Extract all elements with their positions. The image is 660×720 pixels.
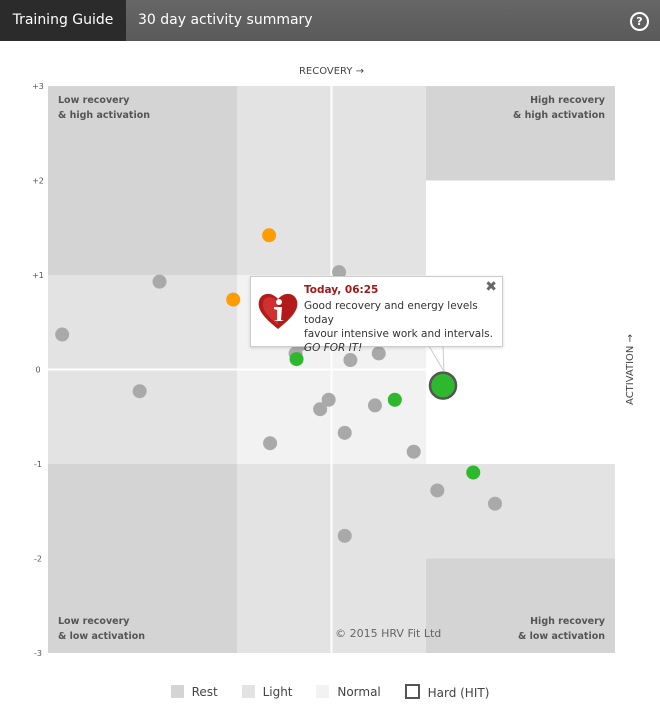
legend-label-rest: Rest	[191, 685, 218, 699]
axis-ticks: -3 -2 -1 0 +1 +2 +3 +3 +2 +1 0 -1 -2 -3	[32, 82, 621, 661]
tab-training-guide[interactable]: Training Guide	[0, 0, 126, 41]
heart-info-icon	[258, 293, 298, 329]
y-tick-label: +2	[32, 177, 44, 186]
data-point-gray	[132, 384, 147, 399]
data-point-orange	[226, 292, 241, 307]
data-point-gray	[313, 402, 328, 417]
legend-item-hard: Hard (HIT)	[404, 684, 490, 700]
data-point-green	[466, 465, 481, 480]
x-tick-label: +2	[515, 660, 527, 661]
legend-label-light: Light	[262, 685, 293, 699]
data-point-gray	[332, 265, 347, 280]
data-point-gray	[430, 483, 445, 498]
quadrant-label-bottom-right: & low activation	[518, 631, 605, 642]
data-point-orange	[262, 228, 277, 243]
legend-swatch-light	[241, 685, 255, 698]
quadrant-label-bottom-right: High recovery	[530, 616, 606, 627]
x-tick-label: +3	[609, 660, 621, 661]
training-chart: -3 -2 -1 0 +1 +2 +3 +3 +2 +1 0 -1 -2 -3 Low recovery &…	[32, 66, 636, 661]
legend-swatch-rest	[170, 685, 184, 698]
quadrant-label-top-right: High recovery	[530, 95, 606, 106]
data-point-gray	[152, 274, 167, 289]
y-tick-label: +1	[32, 271, 44, 280]
quadrant-label-bottom-left: & low activation	[58, 631, 145, 642]
y-tick-label: -3	[34, 649, 42, 658]
legend-item-normal: Normal	[316, 685, 381, 699]
legend-swatch-normal	[316, 685, 330, 698]
x-tick-label: -2	[139, 660, 147, 661]
data-point-gray	[406, 444, 421, 459]
x-tick-label: -3	[44, 660, 52, 661]
data-point-green	[289, 352, 304, 367]
chart-legend: Rest Light Normal Hard (HIT)	[0, 684, 660, 704]
data-point-gray	[263, 436, 278, 451]
chart-axes	[48, 86, 615, 653]
today-tooltip: Today, 06:25 Good recovery and energy le…	[250, 276, 503, 354]
tooltip-line-3: GO FOR IT!	[304, 342, 363, 354]
help-circle-icon[interactable]: ?	[630, 12, 649, 31]
data-point-gray	[487, 496, 502, 511]
x-tick-label: -1	[233, 660, 241, 661]
tooltip-message: Good recovery and energy levels today fa…	[304, 299, 500, 355]
y-axis-label: ACTIVATION →	[625, 334, 636, 405]
data-point-gray	[321, 392, 336, 407]
y-tick-label: -1	[34, 460, 42, 469]
tooltip-close-button[interactable]: ✖	[485, 279, 497, 295]
zone-rest-4	[426, 86, 615, 181]
tooltip-line-1: Good recovery and energy levels today	[304, 300, 478, 326]
data-point-gray	[367, 398, 382, 413]
zone-light-14	[426, 464, 615, 559]
x-axis-label: RECOVERY →	[299, 66, 364, 77]
x-tick-label: +1	[420, 660, 432, 661]
copyright-text: © 2015 HRV Fit Ltd	[335, 627, 441, 640]
tooltip-title: Today, 06:25	[304, 284, 379, 296]
tooltip-line-2: favour intensive work and intervals.	[304, 328, 493, 340]
y-tick-label: -2	[34, 555, 42, 564]
data-points	[55, 228, 502, 543]
data-point-gray	[337, 425, 352, 440]
quadrant-label-bottom-left: Low recovery	[58, 616, 130, 627]
y-tick-label: 0	[35, 366, 40, 375]
data-point-today	[428, 371, 458, 400]
legend-label-normal: Normal	[337, 685, 381, 699]
data-point-gray	[337, 528, 352, 543]
quadrant-labels: Low recovery & high activation High recove…	[58, 95, 606, 642]
x-tick-label: 0	[329, 660, 334, 661]
quadrant-label-top-left: Low recovery	[58, 95, 130, 106]
data-point-gray	[343, 353, 358, 368]
quadrant-label-top-right: & high activation	[513, 110, 605, 121]
data-point-green	[387, 392, 402, 407]
quadrant-label-top-left: & high activation	[58, 110, 150, 121]
legend-label-hard: Hard (HIT)	[427, 686, 490, 700]
legend-item-rest: Rest	[170, 685, 218, 699]
data-point-gray	[55, 327, 70, 342]
y-tick-label: +3	[32, 82, 44, 91]
legend-swatch-hard	[404, 684, 420, 699]
data-point-gray	[371, 346, 386, 361]
page-subtitle: 30 day activity summary	[138, 12, 313, 28]
header-bar: Training Guide 30 day activity summary ?	[0, 0, 660, 41]
legend-item-light: Light	[241, 685, 293, 699]
